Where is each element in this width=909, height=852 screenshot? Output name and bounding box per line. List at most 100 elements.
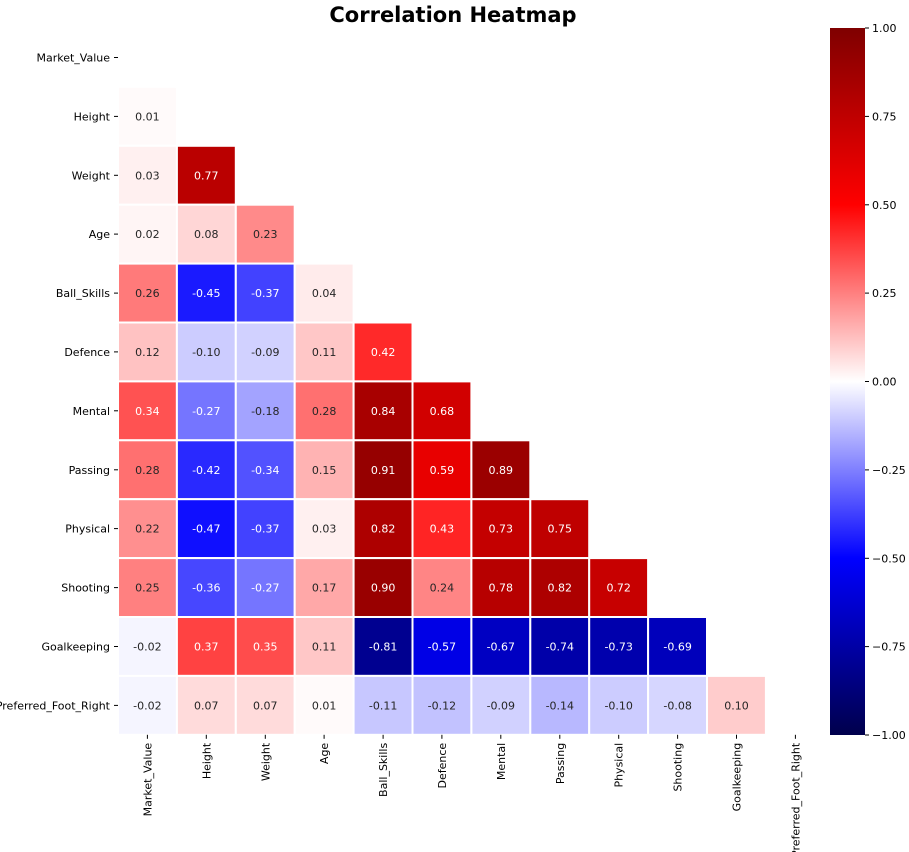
cell-value-label-Goalkeeping-Height: 0.37 xyxy=(194,641,219,654)
cell-value-label-Goalkeeping-Defence: -0.57 xyxy=(428,641,456,654)
cell-value-label-Shooting-Weight: -0.27 xyxy=(251,582,279,595)
cell-value-label-Passing-Ball_Skills: 0.91 xyxy=(371,464,396,477)
y-tick-label-Preferred_Foot_Right: Preferred_Foot_Right xyxy=(0,699,111,712)
heatmap-cell-Goalkeeping-Ball_Skills xyxy=(352,616,414,677)
heatmap-cell-Shooting-Physical xyxy=(588,557,650,618)
x-tick-label-Market_Value: Market_Value xyxy=(141,743,154,817)
cell-value-label-Defence-Market_Value: 0.12 xyxy=(135,346,160,359)
cell-value-label-Physical-Weight: -0.37 xyxy=(251,523,279,536)
cell-value-label-Physical-Passing: 0.75 xyxy=(548,523,573,536)
cell-value-label-Goalkeeping-Mental: -0.67 xyxy=(487,641,515,654)
x-tick-label-Age: Age xyxy=(318,743,331,765)
cell-value-label-Mental-Defence: 0.68 xyxy=(430,405,455,418)
colorbar-tick-label: 0.00 xyxy=(872,376,897,389)
cell-value-label-Preferred_Foot_Right-Passing: -0.14 xyxy=(546,699,574,712)
cell-value-label-Preferred_Foot_Right-Age: 0.01 xyxy=(312,699,337,712)
heatmap-cell-Preferred_Foot_Right-Physical xyxy=(588,674,650,736)
colorbar-tick-label: −0.25 xyxy=(872,464,906,477)
heatmap-cell-Goalkeeping-Passing xyxy=(529,616,591,677)
cell-value-label-Physical-Mental: 0.73 xyxy=(489,523,514,536)
y-tick-label-Height: Height xyxy=(74,110,111,123)
x-tick-label-Physical: Physical xyxy=(613,743,626,788)
cell-value-label-Defence-Ball_Skills: 0.42 xyxy=(371,346,396,359)
x-tick-label-Defence: Defence xyxy=(436,743,449,789)
x-tick-label-Shooting: Shooting xyxy=(672,743,685,792)
heatmap-cell-Goalkeeping-Defence xyxy=(411,616,473,677)
colorbar-tick-label: 0.25 xyxy=(872,287,897,300)
cell-value-label-Ball_Skills-Age: 0.04 xyxy=(312,287,337,300)
heatmap-cell-Passing-Market_Value xyxy=(117,439,178,501)
cell-value-label-Passing-Height: -0.42 xyxy=(192,464,220,477)
heatmap-cell-Mental-Ball_Skills xyxy=(352,380,414,442)
heatmap-cell-Goalkeeping-Age xyxy=(293,616,355,677)
cell-value-label-Preferred_Foot_Right-Market_Value: -0.02 xyxy=(133,699,161,712)
heatmap-cell-Physical-Market_Value xyxy=(117,498,178,560)
y-tick-label-Physical: Physical xyxy=(65,523,110,536)
chart-title: Correlation Heatmap xyxy=(329,3,576,27)
cell-value-label-Shooting-Ball_Skills: 0.90 xyxy=(371,582,396,595)
colorbar-tick-label: −0.50 xyxy=(872,552,906,565)
cell-value-label-Shooting-Mental: 0.78 xyxy=(489,582,514,595)
cell-value-label-Goalkeeping-Physical: -0.73 xyxy=(604,641,632,654)
heatmap-cell-Ball_Skills-Height xyxy=(175,262,237,324)
cell-value-label-Shooting-Height: -0.36 xyxy=(192,582,220,595)
cell-value-label-Preferred_Foot_Right-Shooting: -0.08 xyxy=(663,699,691,712)
cell-value-label-Weight-Market_Value: 0.03 xyxy=(135,169,160,182)
colorbar-tick-label: 1.00 xyxy=(872,22,897,35)
cell-value-label-Mental-Height: -0.27 xyxy=(192,405,220,418)
cell-value-label-Passing-Market_Value: 0.28 xyxy=(135,464,160,477)
cell-value-label-Shooting-Age: 0.17 xyxy=(312,582,337,595)
heatmap-cell-Age-Weight xyxy=(234,203,296,265)
y-tick-label-Defence: Defence xyxy=(64,346,110,359)
y-tick-label-Age: Age xyxy=(89,228,111,241)
cell-value-label-Mental-Ball_Skills: 0.84 xyxy=(371,405,396,418)
cell-value-label-Physical-Age: 0.03 xyxy=(312,523,337,536)
heatmap-cell-Goalkeeping-Height xyxy=(175,616,237,677)
cell-value-label-Goalkeeping-Market_Value: -0.02 xyxy=(133,641,161,654)
colorbar-tick-label: 0.75 xyxy=(872,110,897,123)
cell-value-label-Preferred_Foot_Right-Defence: -0.12 xyxy=(428,699,456,712)
cell-value-label-Preferred_Foot_Right-Goalkeeping: 0.10 xyxy=(724,699,749,712)
heatmap-cell-Goalkeeping-Physical xyxy=(588,616,650,677)
heatmap-cell-Shooting-Market_Value xyxy=(117,557,178,618)
heatmap-cell-Defence-Height xyxy=(175,321,237,383)
heatmap-cell-Mental-Defence xyxy=(411,380,473,442)
heatmap-cells: 0.01 0.03 0.77 0.02 0.08 0.23 0.26 -0.45 -0.37 0.… xyxy=(117,85,767,736)
cell-value-label-Passing-Weight: -0.34 xyxy=(251,464,279,477)
cell-value-label-Passing-Mental: 0.89 xyxy=(489,464,514,477)
y-tick-label-Shooting: Shooting xyxy=(61,582,110,595)
cell-value-label-Physical-Market_Value: 0.22 xyxy=(135,523,160,536)
heatmap-cell-Preferred_Foot_Right-Goalkeeping xyxy=(706,674,767,736)
y-tick-label-Ball_Skills: Ball_Skills xyxy=(56,287,110,300)
x-tick-label-Weight: Weight xyxy=(259,742,272,781)
cell-value-label-Mental-Age: 0.28 xyxy=(312,405,337,418)
cell-value-label-Shooting-Defence: 0.24 xyxy=(430,582,455,595)
cell-value-label-Passing-Defence: 0.59 xyxy=(430,464,455,477)
heatmap-cell-Preferred_Foot_Right-Defence xyxy=(411,674,473,736)
cell-value-label-Goalkeeping-Shooting: -0.69 xyxy=(663,641,691,654)
x-tick-label-Ball_Skills: Ball_Skills xyxy=(377,743,390,797)
y-tick-label-Passing: Passing xyxy=(69,464,110,477)
cell-value-label-Age-Market_Value: 0.02 xyxy=(135,228,160,241)
heatmap-cell-Mental-Height xyxy=(175,380,237,442)
colorbar-tick-label: −1.00 xyxy=(872,729,906,742)
x-tick-label-Mental: Mental xyxy=(495,743,508,780)
heatmap-cell-Physical-Weight xyxy=(234,498,296,560)
cell-value-label-Defence-Height: -0.10 xyxy=(192,346,220,359)
cell-value-label-Shooting-Market_Value: 0.25 xyxy=(135,582,160,595)
x-tick-label-Passing: Passing xyxy=(554,743,567,784)
cell-value-label-Physical-Defence: 0.43 xyxy=(430,523,455,536)
colorbar-gradient xyxy=(830,28,865,735)
heatmap-cell-Physical-Passing xyxy=(529,498,591,560)
heatmap-cell-Defence-Age xyxy=(293,321,355,383)
colorbar-tick-label: 0.50 xyxy=(872,199,897,212)
cell-value-label-Weight-Height: 0.77 xyxy=(194,169,219,182)
cell-value-label-Goalkeeping-Weight: 0.35 xyxy=(253,641,278,654)
heatmap-cell-Shooting-Defence xyxy=(411,557,473,618)
y-tick-label-Market_Value: Market_Value xyxy=(36,52,110,65)
cell-value-label-Preferred_Foot_Right-Weight: 0.07 xyxy=(253,699,278,712)
cell-value-label-Preferred_Foot_Right-Ball_Skills: -0.11 xyxy=(369,699,397,712)
cell-value-label-Physical-Ball_Skills: 0.82 xyxy=(371,523,396,536)
cell-value-label-Ball_Skills-Weight: -0.37 xyxy=(251,287,279,300)
cell-value-label-Preferred_Foot_Right-Height: 0.07 xyxy=(194,699,219,712)
